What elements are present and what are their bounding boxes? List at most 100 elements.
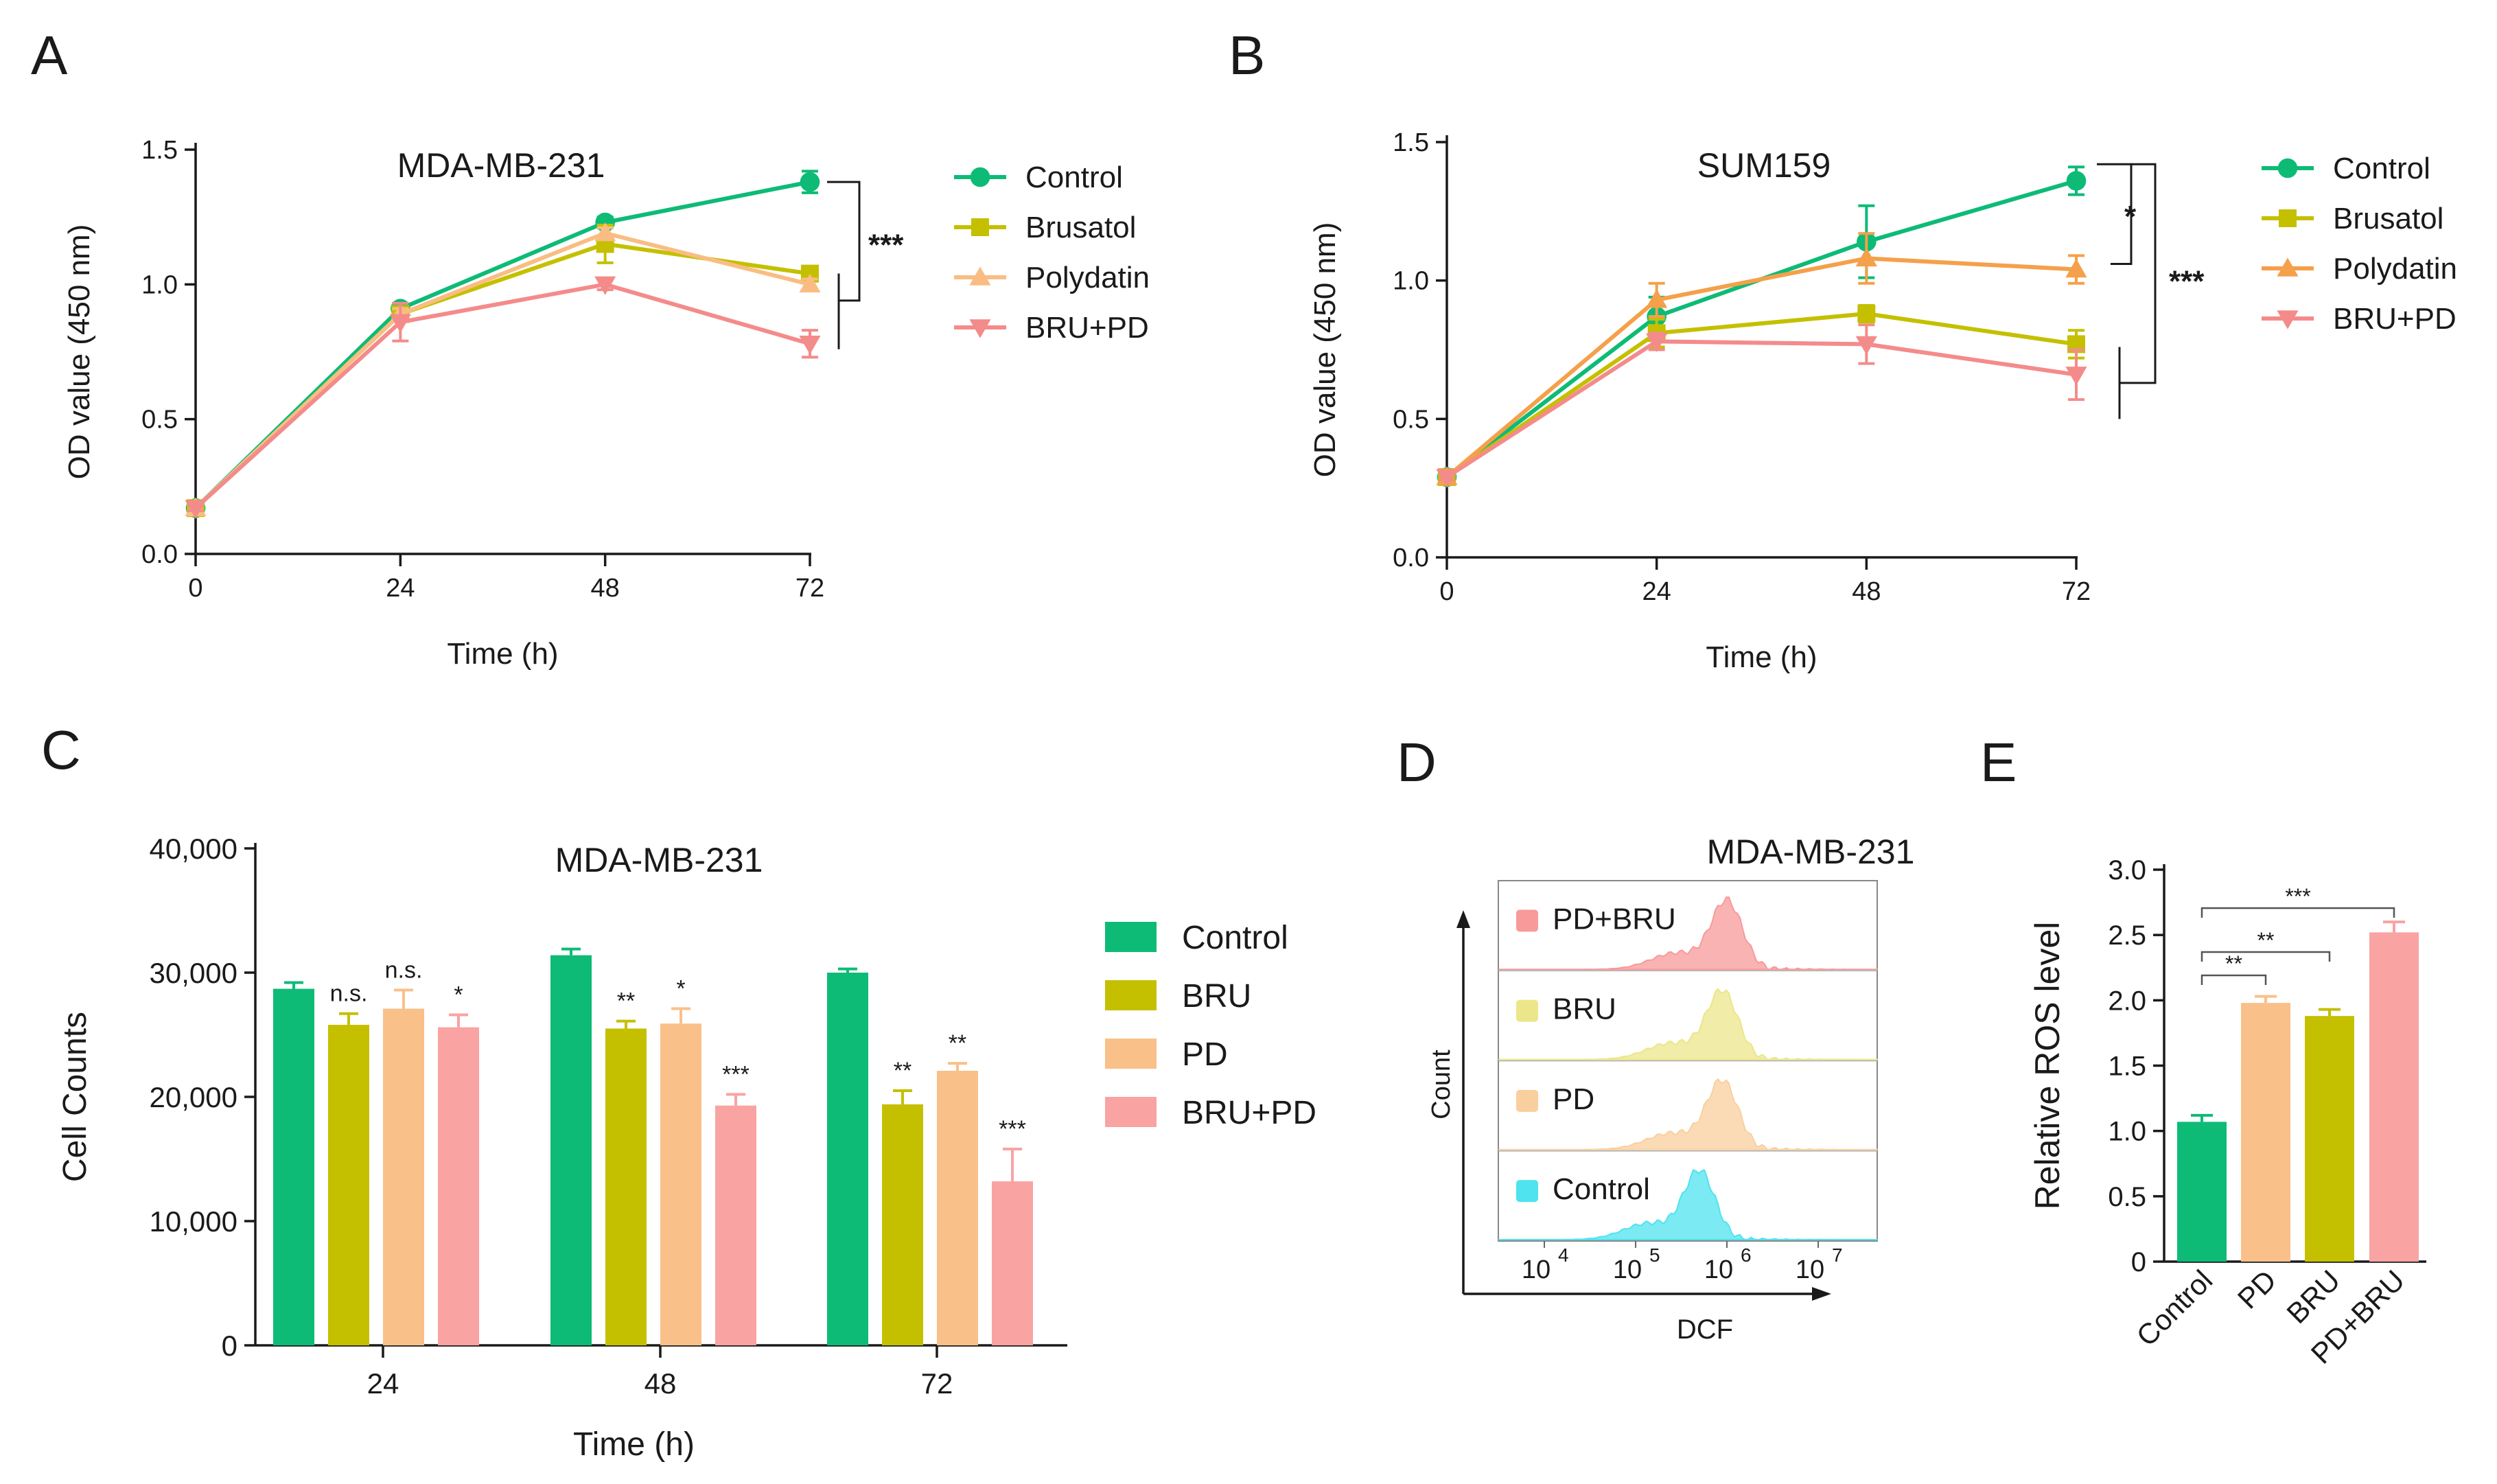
x-tick-exponent: 6	[1741, 1244, 1752, 1266]
bar	[438, 1027, 479, 1345]
series-bru-pd	[1436, 323, 2087, 488]
y-tick-label: 30,000	[150, 957, 237, 989]
significance-label: **	[894, 1058, 911, 1084]
legend-item: Control	[2262, 152, 2430, 185]
significance-label: **	[2225, 951, 2242, 976]
bar	[2177, 1122, 2227, 1262]
bracket-line	[2200, 907, 2395, 918]
series-line	[1445, 312, 2077, 479]
x-tick-label: 24	[1642, 577, 1671, 606]
significance-label: n.s.	[330, 981, 368, 1007]
panel-label-A: A	[31, 25, 68, 86]
y-axis-title: Cell Counts	[57, 1012, 93, 1182]
series-control	[1437, 165, 2087, 487]
series-line	[194, 180, 811, 510]
bar	[2241, 1003, 2290, 1262]
significance-label: ***	[2285, 884, 2310, 909]
bar	[2369, 932, 2419, 1262]
bracket-line	[2200, 951, 2331, 962]
track-swatch	[1516, 1089, 1538, 1112]
chart-title: MDA-MB-231	[1707, 833, 1915, 871]
y-tick-label: 40,000	[150, 833, 237, 865]
comparison-bracket: **	[2200, 928, 2331, 962]
significance-bracket: ****	[2097, 163, 2205, 419]
bar	[2305, 1016, 2354, 1262]
series-line	[1445, 339, 2077, 479]
significance-label: ***	[2169, 265, 2205, 299]
significance-label: *	[676, 975, 685, 1001]
y-tick-label: 0.0	[1393, 544, 1429, 572]
legend-marker	[2277, 257, 2299, 277]
series-bru-pd	[185, 276, 821, 519]
y-tick-label: 1.0	[141, 270, 178, 299]
chart-a: 0.0 0.5 1.0 1.5 0 24 48 72 Time (h) OD value (450…	[62, 136, 1150, 671]
y-tick-label: 0	[2131, 1247, 2146, 1277]
x-axis-title: Time (h)	[447, 637, 558, 671]
histogram-pd: PD	[1498, 1060, 1878, 1150]
x-tick-label: 24	[386, 574, 415, 603]
y-tick-label: 1.5	[1393, 128, 1429, 157]
series-line	[1445, 256, 2077, 479]
series-line	[194, 282, 811, 510]
y-axis-title: OD value (450 nm)	[1308, 222, 1342, 478]
track-swatch	[1516, 1180, 1538, 1203]
legend-marker	[2279, 209, 2297, 227]
histogram-control: Control	[1498, 1150, 1877, 1241]
series-line	[194, 242, 811, 510]
histogram-bru: BRU	[1498, 970, 1878, 1060]
data-point	[1646, 333, 1668, 352]
data-point	[389, 314, 411, 333]
legend-label: BRU+PD	[1182, 1095, 1316, 1131]
y-tick-label: 1.5	[2108, 1052, 2146, 1082]
x-tick-label: 10	[1796, 1255, 1824, 1284]
significance-bracket: ***	[827, 181, 904, 349]
y-tick-label: 0.5	[1393, 405, 1429, 434]
y-tick-label: 0	[222, 1330, 237, 1362]
legend-label: Control	[2333, 152, 2430, 185]
chart-c: 010,00020,00030,00040,00024n.s.n.s.*48**…	[57, 833, 1316, 1463]
legend-label: Control	[1182, 920, 1288, 956]
legend-marker	[969, 266, 991, 286]
histogram-area	[1498, 1169, 1877, 1241]
panel-label-D: D	[1397, 732, 1437, 793]
track-label: Control	[1553, 1172, 1650, 1206]
y-tick-label: 1.5	[141, 136, 178, 165]
y-tick-label: 3.0	[2108, 855, 2146, 885]
histogram-area	[1498, 988, 1878, 1060]
x-tick-label: 0	[1439, 577, 1454, 606]
chart-title: MDA-MB-231	[555, 841, 763, 879]
legend-label: Brusatol	[1025, 211, 1136, 244]
significance-label: **	[949, 1030, 966, 1056]
x-axis-title: Time (h)	[1706, 640, 1817, 674]
panel-label-E: E	[1980, 732, 2017, 793]
y-tick-label: 1.0	[2108, 1117, 2146, 1147]
x-tick-label: 24	[367, 1367, 399, 1400]
series-brusatol	[187, 223, 819, 518]
bar	[383, 1008, 424, 1345]
chart-b: 0.0 0.5 1.0 1.5 0 24 48 72 Time (h) OD value (450…	[1308, 128, 2457, 674]
y-tick-label: 0.5	[141, 406, 178, 434]
histogram-area	[1498, 896, 1878, 971]
bracket-line	[2097, 163, 2133, 265]
x-tick-label: 72	[2062, 577, 2091, 606]
significance-label: **	[617, 988, 635, 1015]
x-tick-label: 48	[644, 1367, 677, 1400]
x-tick-label: 72	[921, 1367, 953, 1400]
x-tick-label: 10	[1613, 1255, 1642, 1284]
legend-item: BRU+PD	[1105, 1095, 1316, 1131]
legend-item: Control	[954, 161, 1123, 194]
bar	[660, 1023, 701, 1345]
legend-label: Brusatol	[2333, 202, 2443, 235]
bar	[550, 955, 592, 1345]
track-swatch	[1516, 999, 1538, 1022]
significance-label: *	[454, 982, 463, 1008]
data-point	[799, 273, 821, 293]
bar	[328, 1025, 369, 1345]
data-point	[1857, 305, 1876, 323]
data-point	[2065, 258, 2087, 278]
comparison-bracket: ***	[2200, 884, 2395, 918]
legend-swatch	[1105, 922, 1157, 952]
legend-item: BRU	[1105, 978, 1251, 1015]
legend-label: PD	[1182, 1036, 1228, 1073]
legend-swatch	[1105, 980, 1157, 1010]
